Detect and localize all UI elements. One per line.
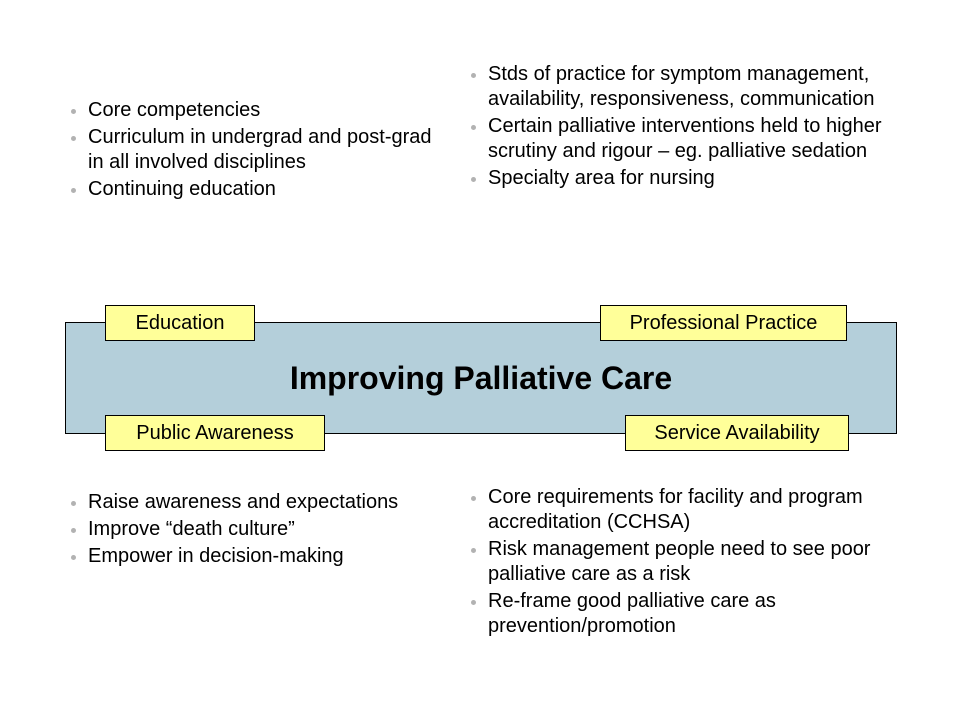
tab-education-label: Education bbox=[136, 312, 225, 335]
tab-education: Education bbox=[105, 305, 255, 341]
block-awareness: Raise awareness and expectationsImprove … bbox=[60, 490, 480, 571]
list-item: Specialty area for nursing bbox=[488, 166, 900, 191]
list-item: Continuing education bbox=[88, 177, 450, 202]
list-item: Risk management people need to see poor … bbox=[488, 537, 900, 587]
block-availability: Core requirements for facility and progr… bbox=[460, 485, 900, 641]
list-item: Stds of practice for symptom management,… bbox=[488, 62, 900, 112]
tab-availability: Service Availability bbox=[625, 415, 849, 451]
list-item: Re-frame good palliative care as prevent… bbox=[488, 589, 900, 639]
block-practice: Stds of practice for symptom management,… bbox=[460, 62, 900, 193]
list-education: Core competenciesCurriculum in undergrad… bbox=[60, 98, 450, 202]
list-item: Core competencies bbox=[88, 98, 450, 123]
list-item: Empower in decision-making bbox=[88, 544, 480, 569]
list-availability: Core requirements for facility and progr… bbox=[460, 485, 900, 639]
tab-practice-label: Professional Practice bbox=[630, 312, 818, 335]
list-awareness: Raise awareness and expectationsImprove … bbox=[60, 490, 480, 569]
list-item: Certain palliative interventions held to… bbox=[488, 114, 900, 164]
tab-availability-label: Service Availability bbox=[654, 422, 819, 445]
list-practice: Stds of practice for symptom management,… bbox=[460, 62, 900, 191]
list-item: Core requirements for facility and progr… bbox=[488, 485, 900, 535]
list-item: Improve “death culture” bbox=[88, 517, 480, 542]
block-education: Core competenciesCurriculum in undergrad… bbox=[60, 98, 450, 204]
tab-practice: Professional Practice bbox=[600, 305, 847, 341]
tab-awareness-label: Public Awareness bbox=[136, 422, 294, 445]
list-item: Raise awareness and expectations bbox=[88, 490, 480, 515]
tab-awareness: Public Awareness bbox=[105, 415, 325, 451]
center-title: Improving Palliative Care bbox=[290, 360, 672, 397]
list-item: Curriculum in undergrad and post-grad in… bbox=[88, 125, 450, 175]
